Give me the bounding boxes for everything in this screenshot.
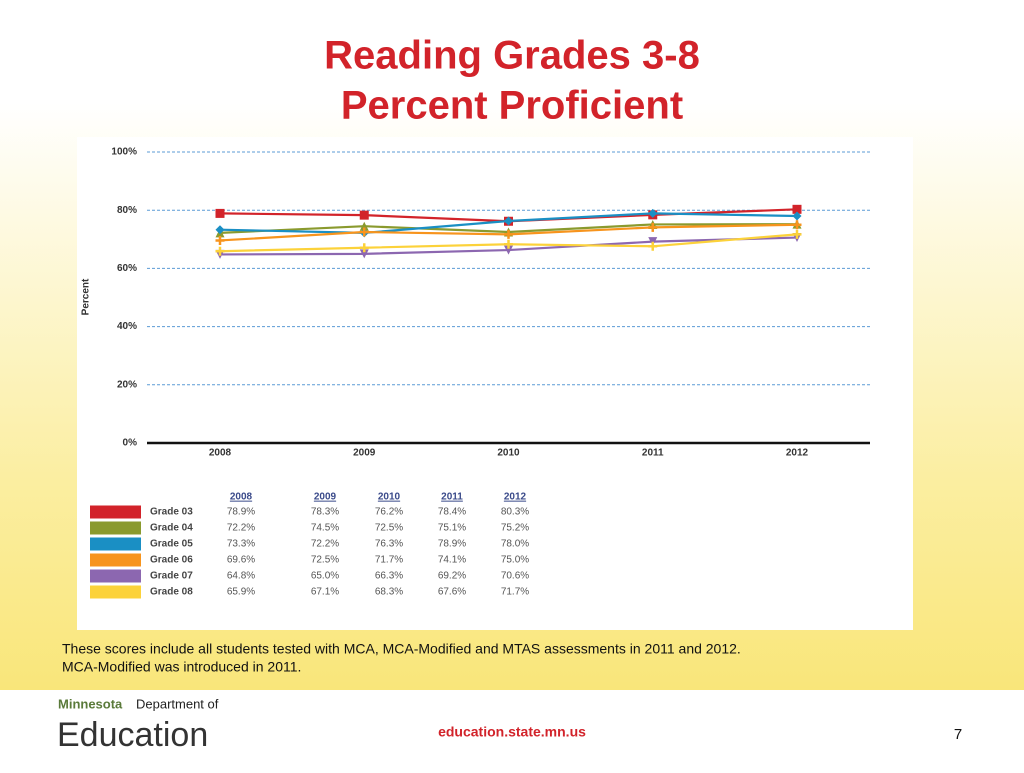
table-header: 2010 <box>378 492 401 503</box>
table-cell: 78.4% <box>438 507 466 518</box>
table-cell: 68.3% <box>375 587 403 598</box>
table-cell: 66.3% <box>375 571 403 582</box>
legend-label: Grade 07 <box>150 571 193 582</box>
table-cell: 74.1% <box>438 555 466 566</box>
marker <box>359 249 369 259</box>
marker <box>504 216 513 226</box>
x-tick-label: 2011 <box>642 448 664 459</box>
table-cell: 75.0% <box>501 555 529 566</box>
legend-swatch <box>90 537 141 551</box>
table-cell: 72.5% <box>311 555 339 566</box>
chart-panel <box>77 137 913 630</box>
table-cell: 72.2% <box>311 539 339 550</box>
legend-swatch <box>90 505 141 519</box>
table-cell: 73.3% <box>227 539 255 550</box>
table-cell: 69.6% <box>227 555 255 566</box>
marker <box>215 225 225 235</box>
marker <box>648 222 658 232</box>
table-cell: 78.0% <box>501 539 529 550</box>
marker <box>359 221 369 231</box>
slide-title: Reading Grades 3-8 <box>324 34 700 78</box>
footer-band <box>0 690 1024 768</box>
table-header: 2012 <box>504 492 527 503</box>
legend-label: Grade 06 <box>150 555 193 566</box>
legend-label: Grade 05 <box>150 539 193 550</box>
marker <box>792 204 802 214</box>
table-cell: 67.6% <box>438 587 466 598</box>
table-cell: 78.3% <box>311 507 339 518</box>
legend-swatch <box>90 553 141 567</box>
marker <box>504 229 513 239</box>
marker <box>648 237 658 247</box>
table-cell: 65.9% <box>227 587 255 598</box>
x-tick-label: 2008 <box>209 448 232 459</box>
footer-url[interactable]: education.state.mn.us <box>438 724 586 740</box>
table-cell: 78.9% <box>438 539 466 550</box>
marker <box>792 229 802 239</box>
y-tick-label: 0% <box>123 438 138 449</box>
table-header: 2008 <box>230 492 253 503</box>
table-cell: 65.0% <box>311 571 339 582</box>
legend-label: Grade 03 <box>150 507 193 518</box>
table-cell: 80.3% <box>501 507 529 518</box>
table-cell: 72.5% <box>375 523 403 534</box>
marker <box>359 227 369 237</box>
table-cell: 74.5% <box>311 523 339 534</box>
legend-swatch <box>90 521 141 535</box>
marker <box>504 239 513 249</box>
y-tick-label: 40% <box>117 321 137 332</box>
marker <box>215 208 225 218</box>
table-cell: 64.8% <box>227 571 255 582</box>
marker <box>359 243 369 253</box>
marker <box>648 241 658 251</box>
x-tick-label: 2009 <box>353 448 376 459</box>
x-tick-label: 2010 <box>497 448 520 459</box>
table-cell: 70.6% <box>501 571 529 582</box>
marker <box>792 220 802 230</box>
slide-subtitle: Percent Proficient <box>341 84 683 128</box>
y-tick-label: 80% <box>117 205 137 216</box>
logo-dept: Department of <box>136 696 219 711</box>
legend-swatch <box>90 569 141 583</box>
logo-state: Minnesota <box>58 696 123 711</box>
table-cell: 76.3% <box>375 539 403 550</box>
table-cell: 75.2% <box>501 523 529 534</box>
table-cell: 72.2% <box>227 523 255 534</box>
y-tick-label: 20% <box>117 379 137 390</box>
legend-label: Grade 08 <box>150 587 193 598</box>
marker <box>215 235 225 245</box>
footnote: These scores include all students tested… <box>62 641 741 657</box>
footnote: MCA-Modified was introduced in 2011. <box>62 659 301 675</box>
table-cell: 67.1% <box>311 587 339 598</box>
y-tick-label: 100% <box>111 147 137 158</box>
table-cell: 71.7% <box>501 587 529 598</box>
x-tick-label: 2012 <box>786 448 809 459</box>
legend-label: Grade 04 <box>150 523 193 534</box>
marker <box>504 245 513 255</box>
table-header: 2011 <box>441 492 463 503</box>
table-cell: 76.2% <box>375 507 403 518</box>
marker <box>215 246 225 256</box>
y-tick-label: 60% <box>117 263 137 274</box>
y-axis-label: Percent <box>81 278 92 315</box>
table-cell: 75.1% <box>438 523 466 534</box>
logo-main: Education <box>57 716 208 754</box>
table-cell: 71.7% <box>375 555 403 566</box>
page-number: 7 <box>954 726 962 743</box>
table-header: 2009 <box>314 492 337 503</box>
marker <box>359 210 369 220</box>
marker <box>792 211 802 221</box>
legend-swatch <box>90 585 141 599</box>
table-cell: 69.2% <box>438 571 466 582</box>
marker <box>648 208 658 218</box>
table-cell: 78.9% <box>227 507 255 518</box>
